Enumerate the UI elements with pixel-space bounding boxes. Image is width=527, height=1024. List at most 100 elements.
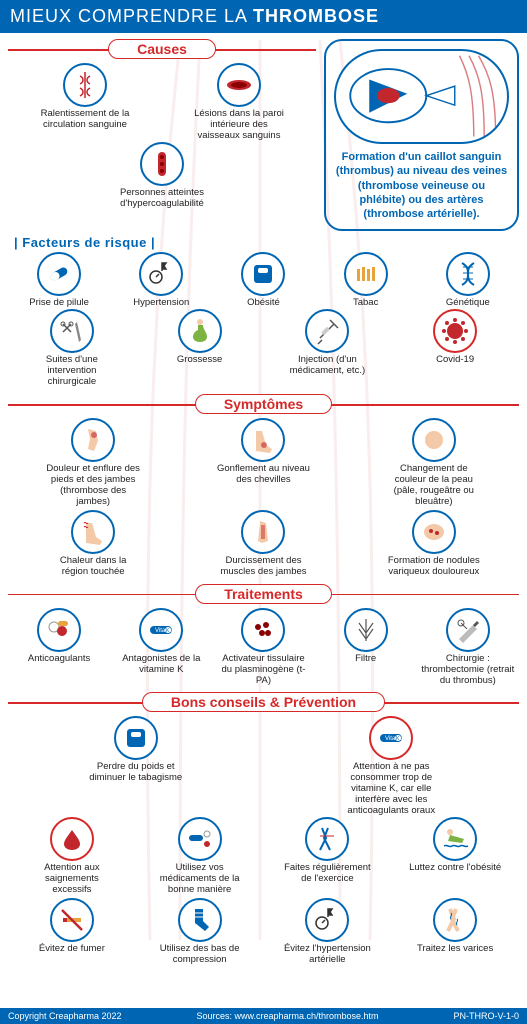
item-label: Génétique: [446, 298, 490, 309]
item-label: Injection (d'un médicament, etc.): [280, 355, 375, 377]
syringe-icon: [305, 309, 349, 353]
exercise-icon: [305, 817, 349, 861]
item-label: Luttez contre l'obésité: [409, 863, 501, 874]
vitk-icon: [139, 608, 183, 652]
section-symptoms: Symptômes: [8, 394, 519, 414]
info-item: Formation de nodules variqueux douloureu…: [349, 510, 519, 578]
scale2-icon: [114, 716, 158, 760]
item-label: Changement de couleur de la peau (pâle, …: [386, 464, 481, 508]
nodule-icon: [412, 510, 456, 554]
info-item: Activateur tissulaire du plasminogène (t…: [212, 608, 314, 687]
info-item: Lésions dans la paroi intérieure des vai…: [162, 63, 316, 142]
info-item: Antagonistes de la vitamine K: [110, 608, 212, 687]
item-label: Faites régulièrement de l'exercice: [280, 863, 375, 885]
thrombus-diagram: [334, 49, 509, 144]
pills-icon: [37, 608, 81, 652]
info-item: Génétique: [417, 252, 519, 309]
info-item: Suites d'une intervention chirurgicale: [8, 309, 136, 388]
item-label: Lésions dans la paroi intérieure des vai…: [192, 109, 287, 142]
item-label: Suites d'une intervention chirurgicale: [24, 355, 119, 388]
info-item: Obésité: [212, 252, 314, 309]
info-item: Traitez les varices: [391, 898, 519, 966]
page-title: MIEUX COMPRENDRE LA THROMBOSE: [0, 0, 527, 33]
info-item: Durcissement des muscles des jambes: [178, 510, 348, 578]
info-item: Attention à ne pas consommer trop de vit…: [264, 716, 520, 817]
pregnant-icon: [178, 309, 222, 353]
info-item: Utilisez des bas de compression: [136, 898, 264, 966]
item-label: Antagonistes de la vitamine K: [114, 654, 209, 676]
info-item: Chirurgie : thrombectomie (retrait du th…: [417, 608, 519, 687]
muscle-icon: [241, 510, 285, 554]
item-label: Chaleur dans la région touchée: [46, 556, 141, 578]
footer: Copyright Creapharma 2022 Sources: www.c…: [0, 1008, 527, 1024]
item-label: Formation de nodules variqueux douloureu…: [386, 556, 481, 578]
info-item: Ralentissement de la circulation sanguin…: [8, 63, 162, 142]
swim-icon: [433, 817, 477, 861]
cells-icon: [241, 608, 285, 652]
item-label: Attention à ne pas consommer trop de vit…: [344, 762, 439, 817]
item-label: Utilisez vos médicaments de la bonne man…: [152, 863, 247, 896]
item-label: Hypertension: [133, 298, 189, 309]
item-label: Personnes atteintes d'hypercoagulabilité: [115, 188, 210, 210]
info-item: Personnes atteintes d'hypercoagulabilité: [85, 142, 239, 210]
dna-icon: [446, 252, 490, 296]
filter-icon: [344, 608, 388, 652]
varicose-icon: [433, 898, 477, 942]
leg-pain-icon: [71, 418, 115, 462]
item-label: Covid-19: [436, 355, 474, 366]
veins-icon: [63, 63, 107, 107]
virus-icon: [433, 309, 477, 353]
cigs-icon: [344, 252, 388, 296]
item-label: Évitez de fumer: [39, 944, 105, 955]
item-label: Évitez l'hypertension artérielle: [280, 944, 375, 966]
item-label: Traitez les varices: [417, 944, 493, 955]
item-label: Ralentissement de la circulation sanguin…: [38, 109, 133, 131]
vessel-cut-icon: [217, 63, 261, 107]
info-item: Évitez de fumer: [8, 898, 136, 966]
meds-icon: [178, 817, 222, 861]
item-label: Durcissement des muscles des jambes: [216, 556, 311, 578]
item-label: Tabac: [353, 298, 378, 309]
info-item: Filtre: [315, 608, 417, 687]
info-item: Attention aux saignements excessifs: [8, 817, 136, 896]
info-item: Chaleur dans la région touchée: [8, 510, 178, 578]
info-item: Prise de pilule: [8, 252, 110, 309]
sock-icon: [178, 898, 222, 942]
item-label: Utilisez des bas de compression: [152, 944, 247, 966]
pill-icon: [37, 252, 81, 296]
item-label: Attention aux saignements excessifs: [24, 863, 119, 896]
section-prevention: Bons conseils & Prévention: [8, 692, 519, 712]
heat-icon: [71, 510, 115, 554]
item-label: Perdre du poids et diminuer le tabagisme: [88, 762, 183, 784]
info-item: Utilisez vos médicaments de la bonne man…: [136, 817, 264, 896]
info-item: Covid-19: [391, 309, 519, 388]
item-label: Filtre: [355, 654, 376, 665]
item-label: Grossesse: [177, 355, 222, 366]
info-item: Évitez l'hypertension artérielle: [264, 898, 392, 966]
scalpel-icon: [446, 608, 490, 652]
info-item: Luttez contre l'obésité: [391, 817, 519, 896]
section-causes: Causes: [8, 39, 316, 59]
risk-subtitle: | Facteurs de risque |: [14, 235, 519, 250]
info-item: Gonflement au niveau des chevilles: [178, 418, 348, 508]
item-label: Anticoagulants: [28, 654, 90, 665]
info-item: Tabac: [315, 252, 417, 309]
surgery-icon: [50, 309, 94, 353]
blood-icon: [50, 817, 94, 861]
item-label: Douleur et enflure des pieds et des jamb…: [46, 464, 141, 508]
ankle-icon: [241, 418, 285, 462]
nosmoking-icon: [50, 898, 94, 942]
info-item: Douleur et enflure des pieds et des jamb…: [8, 418, 178, 508]
item-label: Prise de pilule: [29, 298, 89, 309]
section-treatments: Traitements: [8, 584, 519, 604]
definition-box: Formation d'un caillot sanguin (thrombus…: [324, 39, 519, 231]
info-item: Grossesse: [136, 309, 264, 388]
info-item: Anticoagulants: [8, 608, 110, 687]
item-label: Gonflement au niveau des chevilles: [216, 464, 311, 486]
scale-icon: [241, 252, 285, 296]
info-item: Hypertension: [110, 252, 212, 309]
item-label: Chirurgie : thrombectomie (retrait du th…: [420, 654, 515, 687]
info-item: Perdre du poids et diminuer le tabagisme: [8, 716, 264, 817]
bp-icon: [305, 898, 349, 942]
bp-icon: [139, 252, 183, 296]
